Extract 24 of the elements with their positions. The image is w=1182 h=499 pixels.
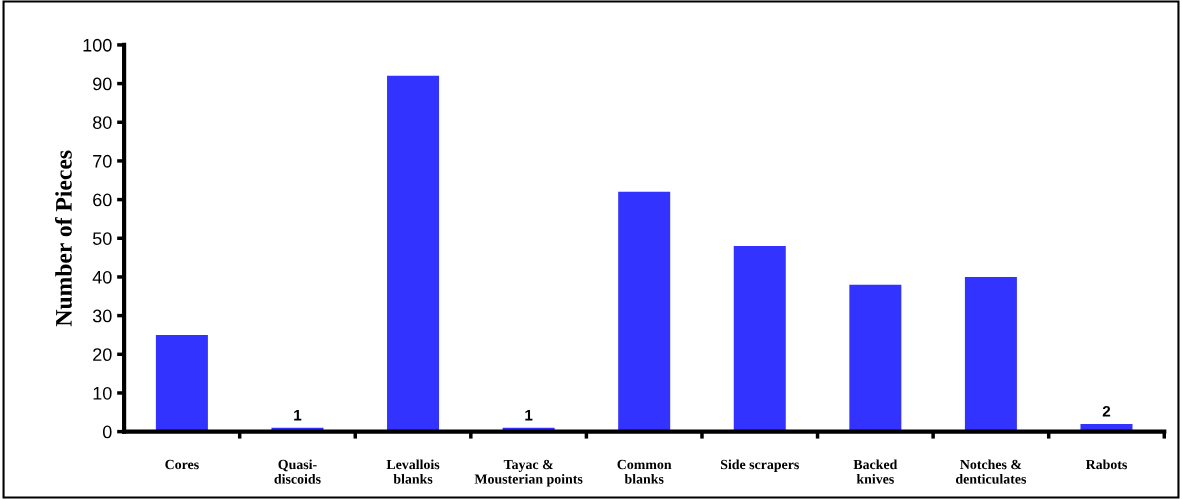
x-tick-label: Levallois blanks xyxy=(386,459,440,484)
x-tick-label: Backed knives xyxy=(853,459,898,484)
y-tick-label: 10 xyxy=(93,386,112,400)
data-label: 1 xyxy=(525,409,533,421)
y-tick-label: 70 xyxy=(93,154,112,168)
y-axis-title: Number of Pieces xyxy=(54,150,72,327)
y-tick-label: 30 xyxy=(92,309,112,323)
x-tick-label: Cores xyxy=(165,459,199,470)
x-tick-label: Rabots xyxy=(1085,459,1127,470)
data-label: 1 xyxy=(294,409,302,421)
y-tick-label: 60 xyxy=(93,193,112,207)
y-tick-label: 0 xyxy=(102,425,112,439)
x-tick-label: Quasi- discoids xyxy=(274,459,321,484)
y-tick-label: 90 xyxy=(93,77,112,91)
y-tick-label: 100 xyxy=(83,38,112,52)
x-tick-label: Common blanks xyxy=(617,459,672,484)
y-tick-label: 20 xyxy=(93,348,112,362)
x-tick-label: Notches & denticulates xyxy=(955,459,1027,484)
x-tick-label: Side scrapers xyxy=(720,459,799,473)
data-label: 2 xyxy=(1102,405,1111,417)
y-tick-label: 50 xyxy=(92,232,112,245)
y-tick-label: 40 xyxy=(92,270,112,284)
x-tick-label: Tayac & Mousterian points xyxy=(474,459,583,487)
y-tick-label: 80 xyxy=(93,116,112,129)
